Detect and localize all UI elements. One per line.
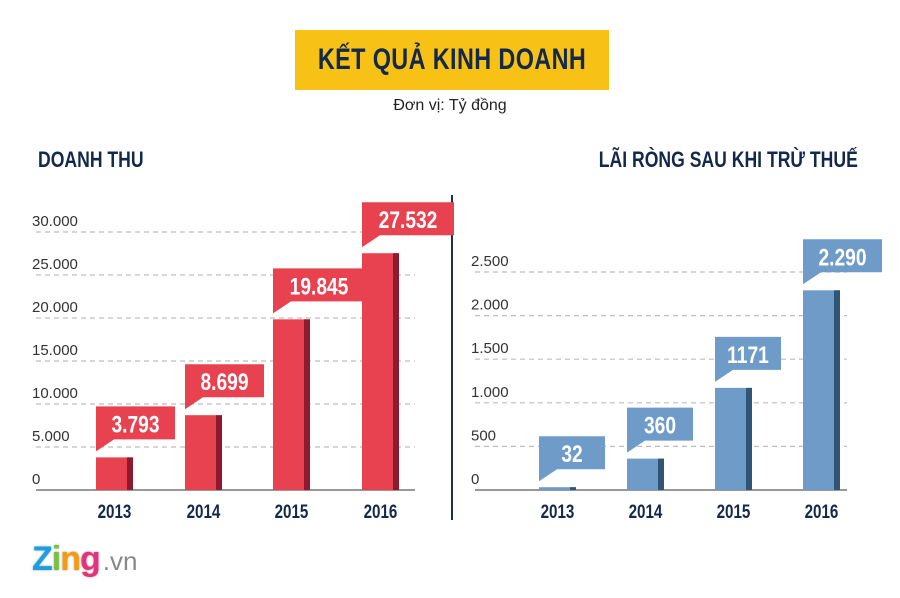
- profit-data-label: 32: [561, 440, 582, 468]
- profit-data-label: 360: [644, 412, 676, 440]
- profit-bar-shade-2014: [658, 458, 664, 490]
- unit-subtitle: Đơn vị: Tỷ đồng: [393, 97, 507, 114]
- revenue-data-label: 27.532: [379, 206, 438, 234]
- revenue-data-label: 3.793: [111, 410, 159, 438]
- profit-bar-shade-2016: [834, 290, 840, 490]
- profit-data-label-box: [539, 436, 605, 482]
- profit-bar-2014: [627, 458, 664, 490]
- profit-xtick-label: 2014: [629, 500, 663, 522]
- profit-ytick-label: 1.500: [471, 340, 509, 357]
- revenue-data-label-box: [96, 406, 175, 452]
- revenue-data-label: 8.699: [200, 368, 248, 396]
- profit-bar-shade-2015: [746, 387, 752, 490]
- profit-data-label-box: [715, 336, 781, 382]
- profit-bar-shade-2013: [570, 487, 576, 490]
- profit-ytick-label: 2.500: [471, 253, 509, 270]
- revenue-ytick-label: 10.000: [32, 385, 78, 402]
- revenue-bar-shade-2016: [393, 253, 399, 490]
- revenue-data-label-box: [185, 364, 264, 410]
- revenue-xtick-label: 2016: [364, 500, 398, 522]
- revenue-data-label-box: [362, 202, 454, 248]
- revenue-bar-shade-2015: [304, 319, 310, 490]
- revenue-bar-2014: [185, 415, 222, 490]
- revenue-xtick-label: 2014: [187, 500, 221, 522]
- chart-divider: [451, 195, 453, 520]
- revenue-xtick-label: 2013: [98, 500, 132, 522]
- profit-ytick-label: 1.000: [471, 384, 509, 401]
- revenue-bar-2015: [273, 319, 310, 490]
- chart-title: KẾT QUẢ KINH DOANH: [317, 43, 587, 76]
- revenue-bar-shade-2013: [127, 457, 133, 490]
- profit-xtick-label: 2013: [541, 500, 575, 522]
- profit-ytick-label: 0: [471, 471, 479, 488]
- profit-bar-2016: [803, 290, 840, 490]
- profit-data-label: 1171: [727, 341, 769, 369]
- title-banner: KẾT QUẢ KINH DOANH: [295, 30, 609, 90]
- revenue-xtick-label: 2015: [275, 500, 309, 522]
- revenue-data-label-box: [273, 268, 365, 314]
- revenue-bar-shade-2014: [216, 415, 222, 490]
- revenue-ytick-label: 15.000: [32, 342, 78, 359]
- revenue-ytick-label: 25.000: [32, 256, 78, 273]
- revenue-data-label: 19.845: [290, 272, 349, 300]
- revenue-ytick-label: 20.000: [32, 299, 78, 316]
- profit-xtick-label: 2016: [805, 500, 839, 522]
- profit-ytick-label: 2.000: [471, 297, 509, 314]
- revenue-bar-2016: [362, 253, 399, 490]
- profit-chart-title: LÃI RÒNG SAU KHI TRỪ THUẾ: [598, 147, 858, 172]
- profit-xtick-label: 2015: [717, 500, 751, 522]
- profit-bar-2015: [715, 387, 752, 490]
- logo-suffix: .vn: [102, 546, 138, 576]
- profit-bar-2013: [539, 487, 576, 490]
- profit-ytick-label: 500: [471, 427, 496, 444]
- logo-main: Zing: [32, 540, 101, 578]
- revenue-bar-2013: [96, 457, 133, 490]
- revenue-ytick-label: 0: [32, 471, 40, 488]
- revenue-chart-title: DOANH THU: [38, 147, 144, 172]
- zing-logo: Zing .vn: [32, 540, 137, 579]
- profit-data-label-box: [803, 239, 882, 285]
- revenue-ytick-label: 30.000: [32, 213, 78, 230]
- revenue-ytick-label: 5.000: [32, 428, 70, 445]
- profit-data-label-box: [627, 407, 693, 453]
- profit-data-label: 2.290: [818, 243, 866, 271]
